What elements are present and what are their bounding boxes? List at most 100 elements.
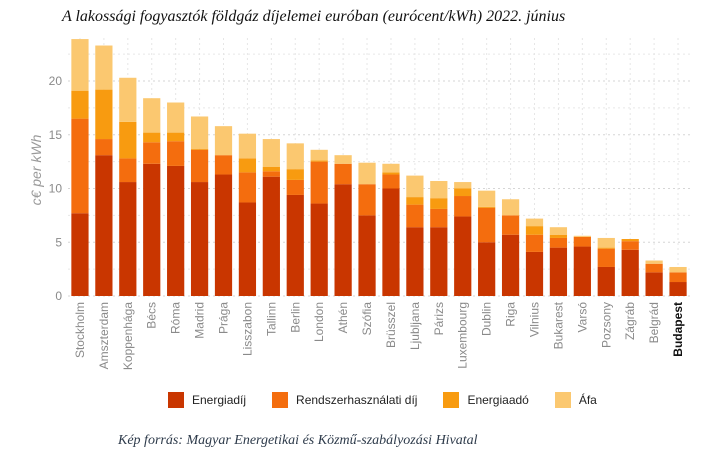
bar-segment bbox=[334, 163, 352, 185]
bar-segment bbox=[167, 165, 185, 296]
x-tick-label: Madrid bbox=[193, 302, 207, 339]
bar-segment bbox=[406, 204, 424, 228]
bar-segment bbox=[238, 172, 257, 203]
bar-segment bbox=[286, 143, 304, 170]
chart-title: A lakossági fogyasztók földgáz díjelemei… bbox=[62, 8, 566, 25]
bar-segment bbox=[119, 158, 137, 183]
bar-segment bbox=[573, 246, 591, 296]
bar-segment bbox=[334, 155, 352, 164]
bar-segment bbox=[238, 202, 257, 296]
x-tick-label: Athén bbox=[336, 302, 350, 333]
bar-segment bbox=[406, 197, 424, 205]
legend-label: Energiaadó bbox=[467, 393, 529, 407]
bar-segment bbox=[119, 121, 137, 159]
bar-segment bbox=[262, 167, 280, 172]
y-tick-label: 15 bbox=[49, 128, 63, 142]
bar-segment bbox=[143, 163, 161, 296]
bar-segment bbox=[167, 132, 185, 142]
x-tick-label: Luxembourg bbox=[456, 302, 470, 369]
x-tick-label: Prága bbox=[217, 302, 231, 334]
x-tick-label: Vilnius bbox=[528, 302, 542, 337]
bar-segment bbox=[214, 174, 233, 296]
bar-segment bbox=[167, 141, 185, 166]
x-tick-label: Bukarest bbox=[551, 301, 565, 349]
x-tick-label: Stockholm bbox=[73, 302, 87, 358]
x-tick-label: Brüsszel bbox=[384, 302, 398, 348]
x-tick-label: Róma bbox=[169, 302, 183, 334]
bar-segment bbox=[286, 169, 304, 180]
bar-segment bbox=[621, 239, 639, 242]
bar-segment bbox=[190, 116, 209, 149]
x-tick-label: Dublin bbox=[480, 302, 494, 336]
legend-swatch bbox=[168, 392, 184, 408]
bar-segment bbox=[382, 172, 400, 175]
grid-lines bbox=[68, 38, 690, 297]
bar-segment bbox=[382, 163, 400, 173]
bar-segment bbox=[310, 160, 328, 162]
bar-segment bbox=[549, 237, 568, 248]
bar-segment bbox=[238, 158, 257, 173]
bar-segment bbox=[454, 182, 472, 189]
bar-segment bbox=[430, 198, 448, 209]
bar-segment bbox=[406, 227, 424, 296]
bar-segment bbox=[214, 155, 233, 175]
x-tick-label: Pozsony bbox=[599, 302, 613, 348]
bar-segment bbox=[669, 272, 687, 283]
bar-segment bbox=[454, 216, 472, 296]
bar-segment bbox=[358, 215, 376, 296]
bar-segment bbox=[286, 179, 304, 195]
bars bbox=[71, 39, 687, 296]
x-tick-label: Amszterdam bbox=[97, 302, 111, 369]
bar-segment bbox=[597, 237, 615, 248]
legend: Energiadíj Rendszerhasználati díj Energiaa… bbox=[168, 392, 623, 408]
bar-segment bbox=[669, 266, 687, 273]
bar-segment bbox=[167, 102, 185, 133]
image-source-caption: Kép forrás: Magyar Energetikai és Közmű-… bbox=[118, 433, 478, 448]
bar-segment bbox=[286, 194, 304, 296]
x-tick-label: Párizs bbox=[432, 302, 446, 335]
x-tick-label: Tallinn bbox=[264, 302, 278, 336]
bar-segment bbox=[310, 203, 328, 296]
x-tick-label: London bbox=[312, 302, 326, 342]
bar-segment bbox=[478, 190, 496, 207]
bar-segment bbox=[119, 182, 137, 296]
bar-segment bbox=[501, 215, 520, 235]
stacked-bar-chart: 0 5 10 15 20 c€ per kWh Stockholm Amszterdam K… bbox=[28, 38, 690, 370]
y-tick-label: 20 bbox=[49, 74, 63, 88]
bar-segment bbox=[430, 227, 448, 296]
bar-segment bbox=[501, 199, 520, 216]
bar-segment bbox=[645, 263, 663, 273]
bar-segment bbox=[621, 241, 639, 250]
x-tick-label: Ljubljana bbox=[408, 302, 422, 350]
bar-segment bbox=[310, 161, 328, 204]
bar-segment bbox=[190, 149, 209, 183]
x-tick-label: Lisszabon bbox=[240, 302, 254, 356]
bar-segment bbox=[71, 213, 89, 296]
bar-segment bbox=[525, 226, 544, 235]
legend-label: Áfa bbox=[578, 393, 597, 407]
bar-segment bbox=[645, 260, 663, 264]
x-tick-label: Koppenhága bbox=[121, 302, 135, 370]
x-tick-label: Varsó bbox=[575, 302, 589, 333]
bar-segment bbox=[71, 90, 89, 119]
x-tick-label: Belgrád bbox=[647, 302, 661, 343]
bar-segment bbox=[406, 175, 424, 198]
bar-segment bbox=[549, 234, 568, 238]
bar-segment bbox=[238, 133, 257, 159]
bar-segment bbox=[71, 118, 89, 214]
legend-label: Rendszerhasználati díj bbox=[296, 393, 418, 407]
bar-segment bbox=[262, 176, 280, 296]
bar-segment bbox=[262, 139, 280, 167]
bar-segment bbox=[95, 45, 113, 90]
bar-segment bbox=[549, 227, 568, 235]
y-tick-label: 0 bbox=[55, 289, 62, 303]
bar-segment bbox=[478, 242, 496, 296]
bar-segment bbox=[525, 218, 544, 227]
bar-segment bbox=[669, 282, 687, 296]
x-tick-label: Riga bbox=[504, 302, 518, 327]
legend-item: Rendszerhasználati díj bbox=[272, 392, 417, 408]
bar-segment bbox=[430, 180, 448, 199]
bar-segment bbox=[454, 196, 472, 217]
bar-segment bbox=[71, 39, 89, 91]
bar-segment bbox=[573, 235, 591, 237]
